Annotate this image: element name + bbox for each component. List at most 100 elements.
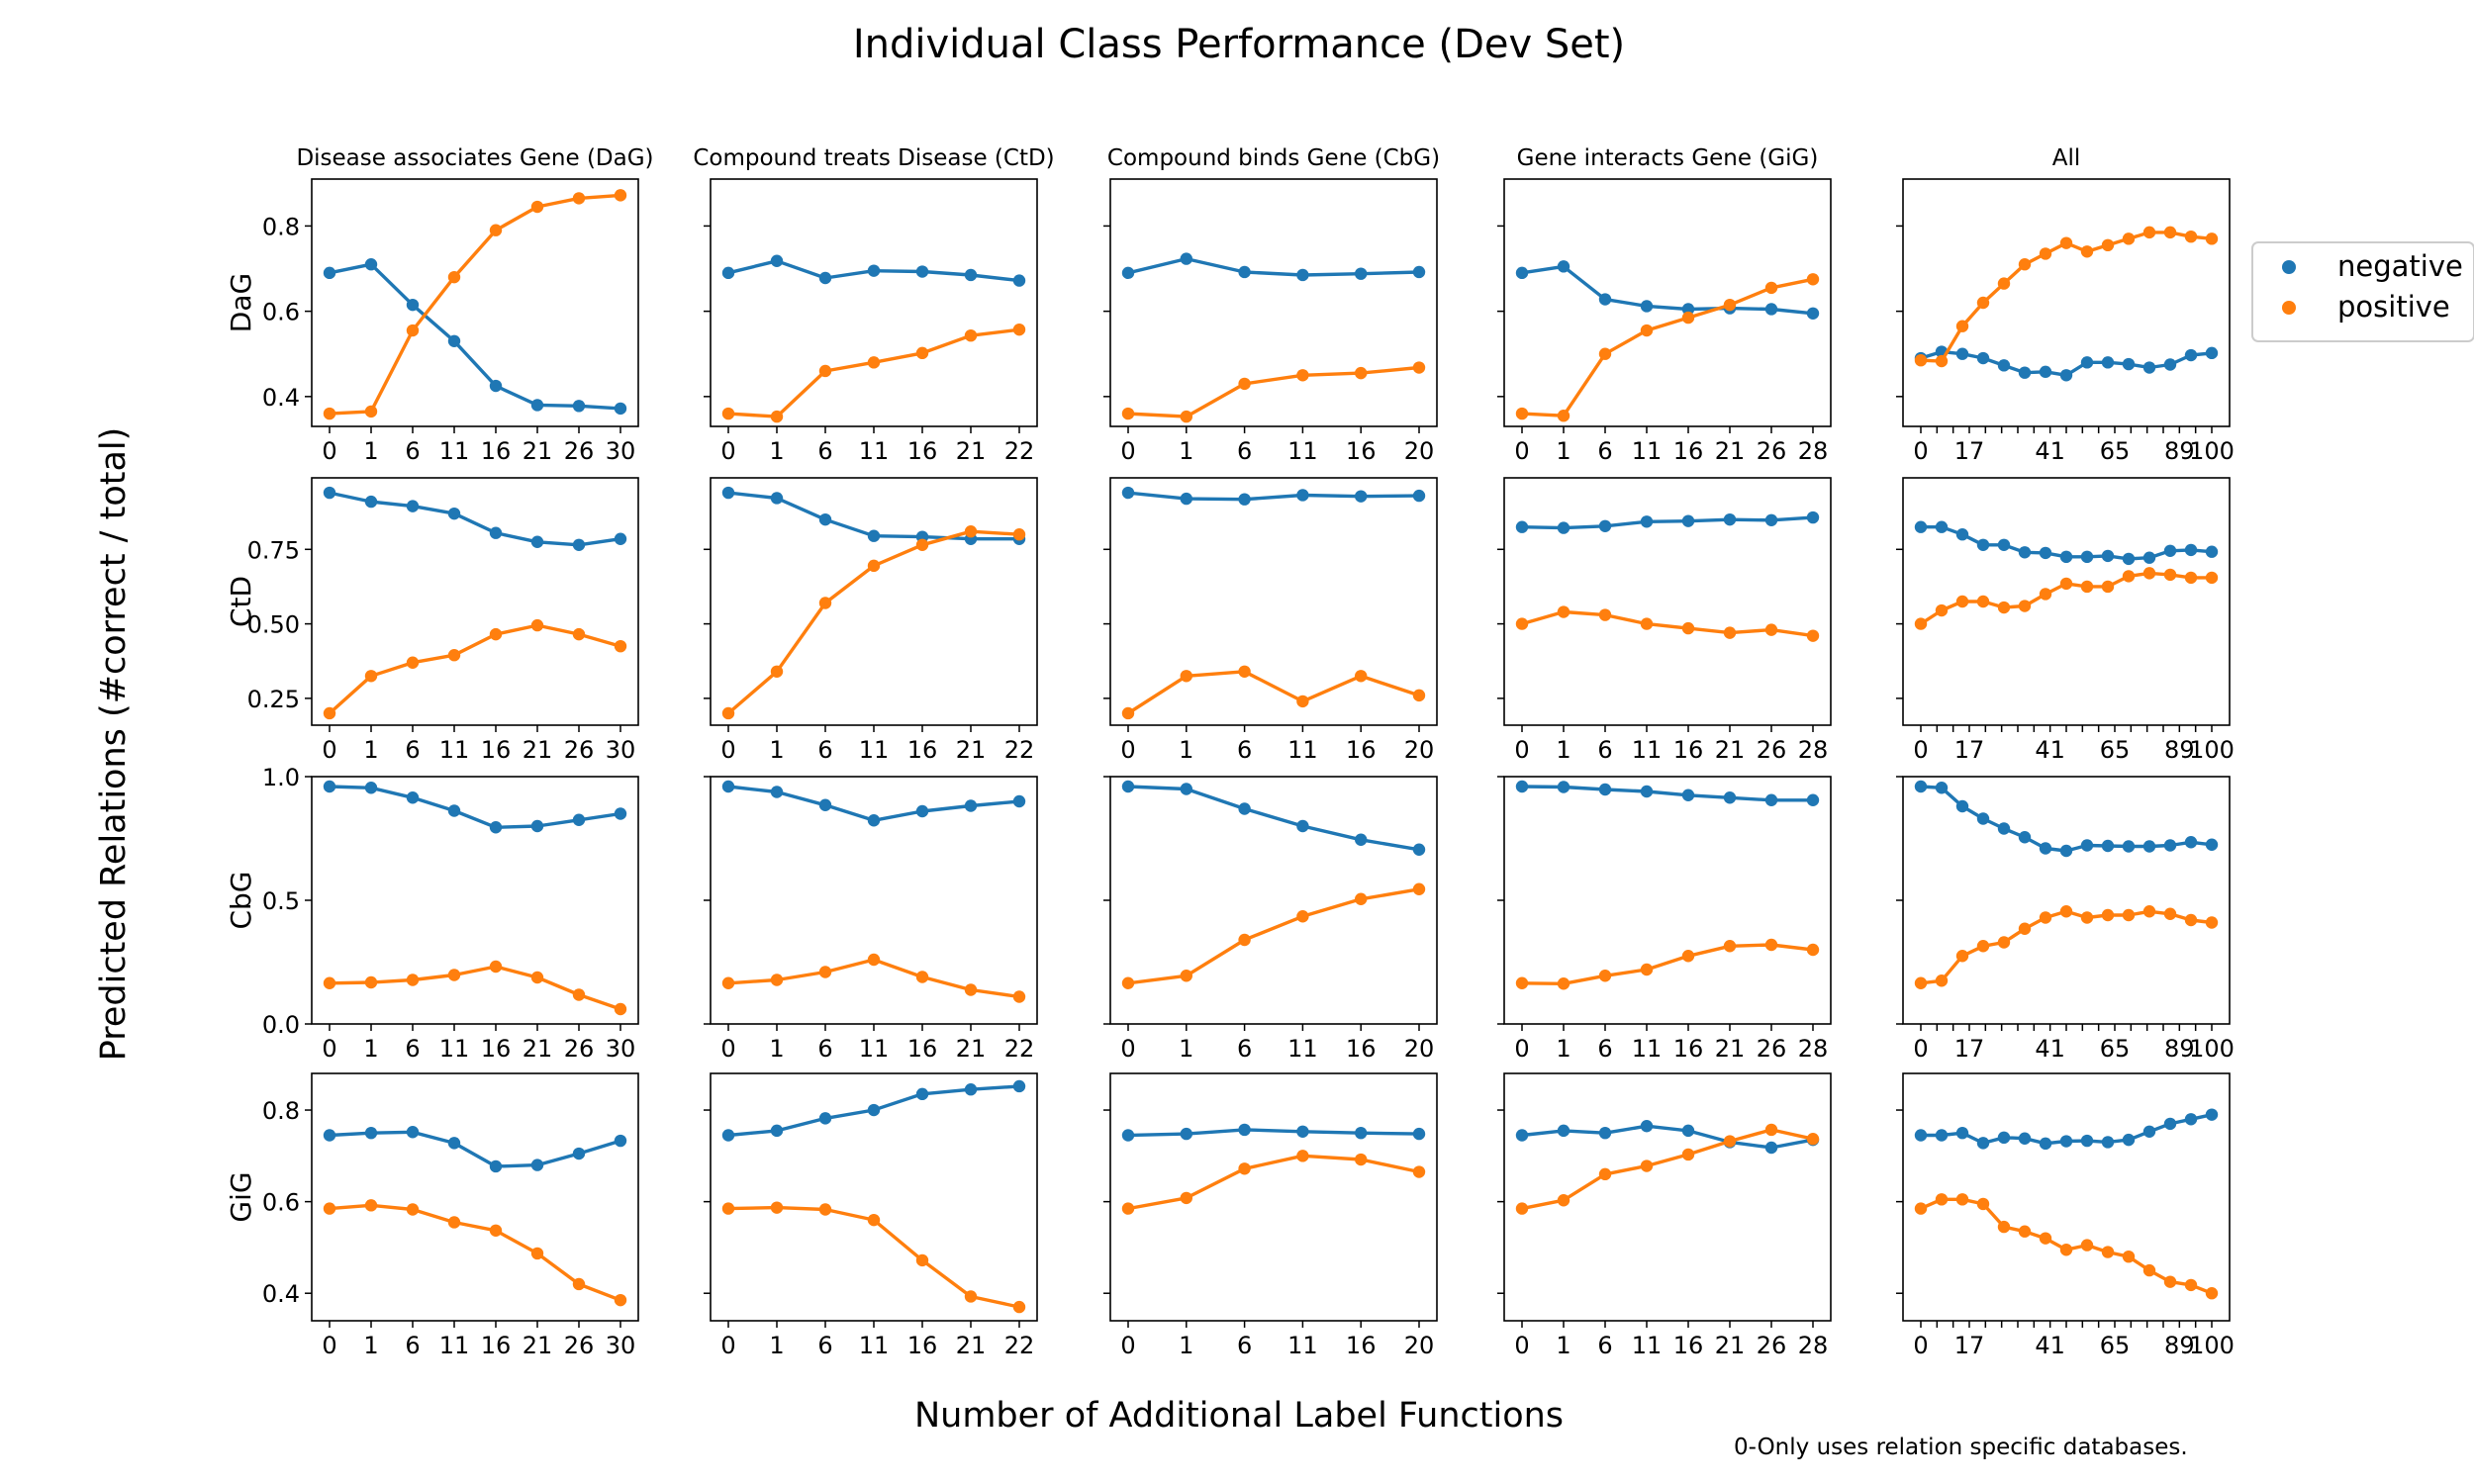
data-point-positive xyxy=(1914,1202,1928,1215)
data-point-positive xyxy=(1976,296,1990,310)
data-point-positive xyxy=(2018,922,2032,935)
x-tick-label: 16 xyxy=(1346,437,1377,465)
x-tick-label: 0 xyxy=(1514,1332,1529,1359)
data-point-positive xyxy=(572,192,586,205)
data-point-negative xyxy=(1935,782,1949,794)
data-point-negative xyxy=(964,268,978,282)
data-point-positive xyxy=(818,364,832,378)
x-tick-label: 11 xyxy=(1287,437,1318,465)
series-line-positive xyxy=(329,193,621,416)
data-point-negative xyxy=(867,814,881,827)
series-line-negative xyxy=(329,491,621,547)
data-point-negative xyxy=(1955,528,1969,541)
data-point-positive xyxy=(1355,892,1368,905)
x-tick-label: 21 xyxy=(956,437,987,465)
data-point-negative xyxy=(364,782,378,794)
panel-gig-compound-binds-gene-cbg: 0 1 6 11 16 20 xyxy=(1103,1072,1438,1359)
x-tick-label: 26 xyxy=(1757,437,1787,465)
x-tick-label: 1 xyxy=(1556,736,1570,764)
data-point-negative xyxy=(2080,1134,2094,1148)
data-point-negative xyxy=(2080,550,2094,564)
plot-frame xyxy=(1109,1072,1438,1322)
data-point-negative xyxy=(2184,348,2198,362)
data-point-negative xyxy=(1412,1127,1426,1141)
figure-footnote: 0-Only uses relation specific databases. xyxy=(1734,1435,2188,1460)
x-tick-label: 1 xyxy=(363,437,378,465)
data-point-negative xyxy=(530,535,544,548)
row-label-cbg: CbG xyxy=(225,871,257,929)
series-line-negative xyxy=(1521,515,1814,530)
x-tick-label: 1 xyxy=(1556,1332,1570,1359)
data-point-positive xyxy=(406,656,420,669)
data-point-positive xyxy=(2059,236,2073,249)
data-point-positive xyxy=(2080,245,2094,258)
data-point-positive xyxy=(1976,595,1990,608)
data-point-negative xyxy=(1723,512,1737,526)
data-point-negative xyxy=(1997,822,2011,835)
data-point-negative xyxy=(721,266,735,280)
data-point-negative xyxy=(572,813,586,826)
data-point-negative xyxy=(2018,831,2032,844)
x-tick-label: 41 xyxy=(2035,736,2065,764)
data-point-positive xyxy=(915,971,929,983)
data-point-positive xyxy=(1723,298,1737,312)
data-point-positive xyxy=(489,1224,503,1237)
panel-ctd-compound-binds-gene-cbg: 0 1 6 11 16 20 xyxy=(1103,477,1438,764)
data-point-positive xyxy=(2205,232,2219,245)
data-point-positive xyxy=(2163,907,2177,920)
data-point-negative xyxy=(489,821,503,834)
data-point-positive xyxy=(2205,571,2219,585)
panel-gig-disease-associates-gene-dag: 0.40.60.80 1 6 11 16 21 26 30 xyxy=(262,1072,639,1359)
x-tick-label: 6 xyxy=(405,1332,420,1359)
data-point-positive xyxy=(964,983,978,996)
data-point-negative xyxy=(2018,366,2032,379)
data-point-negative xyxy=(2101,1136,2115,1149)
data-point-positive xyxy=(1515,407,1529,420)
data-point-negative xyxy=(2101,839,2115,853)
plot-frame xyxy=(311,776,639,1025)
data-point-negative xyxy=(1640,300,1654,313)
x-tick-label: 6 xyxy=(817,1035,832,1063)
x-tick-label: 0 xyxy=(1120,1035,1135,1063)
plot-frame xyxy=(1503,776,1832,1025)
x-tick-label: 28 xyxy=(1798,1332,1829,1359)
data-point-positive xyxy=(721,407,735,420)
x-tick-label: 21 xyxy=(523,736,553,764)
x-tick-label: 16 xyxy=(481,1035,512,1063)
data-point-positive xyxy=(1640,963,1654,976)
data-point-positive xyxy=(721,976,735,989)
x-tick-label: 11 xyxy=(439,1035,470,1063)
data-point-negative xyxy=(2101,356,2115,369)
data-point-negative xyxy=(1681,514,1695,527)
data-point-positive xyxy=(1515,617,1529,630)
data-point-negative xyxy=(2205,838,2219,851)
x-tick-label: 20 xyxy=(1404,736,1435,764)
y-tick-label: 0.8 xyxy=(262,1097,300,1125)
data-point-negative xyxy=(1764,1141,1778,1155)
data-point-positive xyxy=(1997,277,2011,290)
x-tick-label: 0 xyxy=(322,736,336,764)
data-point-negative xyxy=(1681,788,1695,801)
series-line-negative xyxy=(1521,1124,1814,1150)
panel-ctd-gene-interacts-gene-gig: 0 1 6 11 16 21 26 28 xyxy=(1497,477,1832,764)
data-point-positive xyxy=(1296,695,1309,708)
data-point-positive xyxy=(2080,580,2094,594)
data-point-positive xyxy=(2205,1287,2219,1300)
data-point-positive xyxy=(1806,629,1820,642)
panel-dag-gene-interacts-gene-gig: 0 1 6 11 16 21 26 28 xyxy=(1497,178,1832,465)
x-tick-label: 11 xyxy=(1632,736,1663,764)
x-tick-label: 65 xyxy=(2100,1332,2131,1359)
data-point-positive xyxy=(1012,323,1026,336)
data-point-negative xyxy=(1515,266,1529,280)
data-point-negative xyxy=(1012,1079,1026,1093)
panel-ctd-compound-treats-disease-ctd: 0 1 6 11 16 21 22 xyxy=(704,477,1038,764)
data-point-negative xyxy=(1598,783,1612,796)
data-point-negative xyxy=(818,512,832,526)
x-tick-label: 6 xyxy=(1237,437,1252,465)
figure-title: Individual Class Performance (Dev Set) xyxy=(853,22,1625,67)
x-tick-label: 21 xyxy=(1715,1035,1746,1063)
x-tick-label: 1 xyxy=(769,1035,784,1063)
data-point-positive xyxy=(1296,910,1309,923)
y-tick-label: 0.6 xyxy=(262,299,300,326)
data-point-positive xyxy=(2122,1250,2136,1263)
